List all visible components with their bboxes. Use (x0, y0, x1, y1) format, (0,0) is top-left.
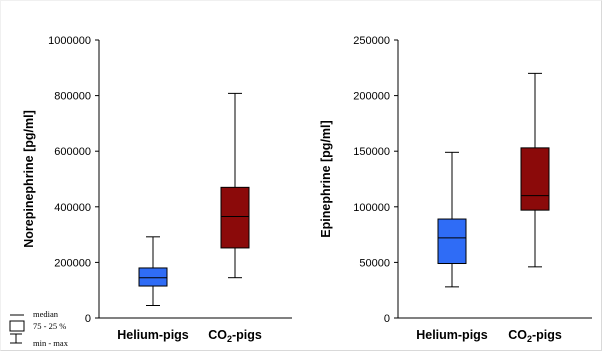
legend-median-label: median (33, 309, 59, 319)
y-tick-label: 800000 (54, 91, 91, 103)
legend-iqr-label: 75 - 25 % (33, 321, 66, 331)
y-tick-label: 50000 (359, 257, 390, 269)
y-axis-label: Norepinephrine [pg/ml] (22, 110, 36, 248)
x-category-label: Helium-pigs (117, 328, 189, 342)
y-tick-label: 400000 (54, 202, 91, 214)
y-tick-label: 100000 (353, 202, 390, 214)
y-tick-label: 600000 (54, 146, 91, 158)
y-tick-label: 0 (85, 313, 91, 325)
chart-panel-1: 0 200000 400000 600000 800000 1000000 Norepine… (22, 35, 292, 344)
y-axis-label: Epinephrine [pg/ml] (319, 120, 333, 237)
y-tick-label: 1000000 (48, 35, 91, 47)
legend-range-label: min - max (33, 338, 69, 348)
box-helium-pigs (437, 151, 467, 288)
y-tick-label: 200000 (54, 257, 91, 269)
y-tick-label: 200000 (353, 91, 390, 103)
box-iqr (138, 267, 168, 287)
legend: median 75 - 25 % min - max (9, 309, 69, 348)
chart-panel-2: 0 50000 100000 150000 200000 250000 Epinephrin… (319, 35, 592, 344)
y-tick-label: 0 (384, 313, 390, 325)
y-tick-label: 150000 (353, 146, 390, 158)
box-iqr (520, 147, 550, 211)
legend-iqr-symbol (9, 320, 25, 332)
box-co2-pigs (220, 92, 250, 279)
y-tick-label: 250000 (353, 35, 390, 47)
box-co2-pigs (520, 72, 550, 268)
x-category-label: CO2-pigs (208, 328, 262, 344)
box-iqr (437, 218, 467, 265)
x-category-label: CO2-pigs (508, 328, 562, 344)
x-category-label: Helium-pigs (416, 328, 488, 342)
box-helium-pigs (138, 236, 168, 306)
box-iqr (220, 186, 250, 249)
